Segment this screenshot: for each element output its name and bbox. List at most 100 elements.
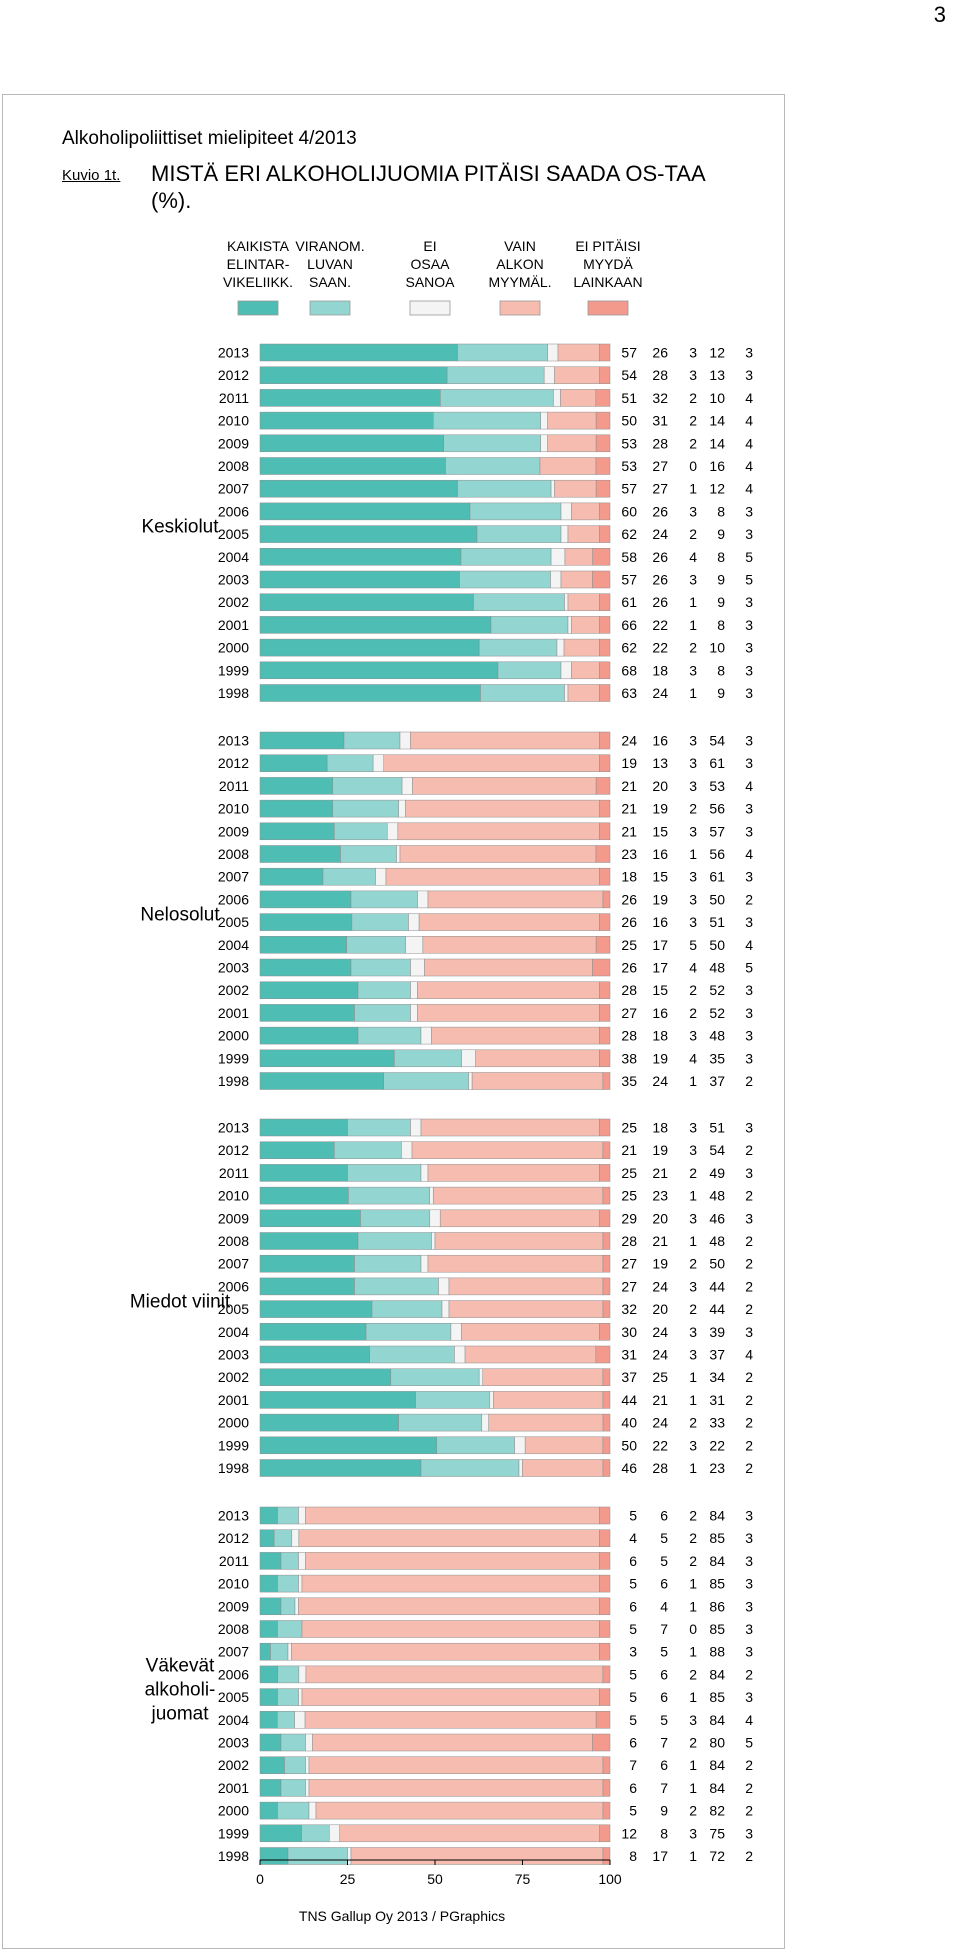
bar-segment bbox=[333, 1141, 402, 1159]
year-label: 2003 bbox=[218, 572, 249, 588]
value-label: 7 bbox=[660, 1780, 668, 1796]
value-label: 53 bbox=[709, 778, 725, 794]
value-label: 5 bbox=[660, 1530, 668, 1546]
bar-segment bbox=[280, 1552, 299, 1570]
bar-segment bbox=[595, 411, 611, 430]
value-label: 0 bbox=[689, 458, 697, 474]
year-label: 2006 bbox=[218, 891, 249, 907]
value-label: 6 bbox=[629, 1735, 637, 1751]
bar-segment bbox=[291, 1642, 600, 1661]
bar-segment bbox=[547, 343, 559, 362]
value-label: 3 bbox=[745, 662, 753, 678]
bar-segment bbox=[439, 1209, 600, 1228]
value-label: 4 bbox=[745, 937, 753, 953]
value-label: 58 bbox=[621, 549, 637, 565]
value-label: 16 bbox=[652, 1005, 668, 1021]
value-label: 2 bbox=[689, 435, 697, 451]
bar-segment bbox=[450, 1323, 462, 1341]
bar-segment bbox=[298, 1574, 303, 1593]
bar-segment bbox=[287, 1642, 292, 1661]
value-label: 8 bbox=[660, 1825, 668, 1841]
bar-segment bbox=[443, 434, 541, 453]
bar-segment bbox=[354, 1004, 411, 1022]
value-label: 85 bbox=[709, 1576, 725, 1592]
bar-segment bbox=[599, 1004, 611, 1022]
year-label: 2002 bbox=[218, 1757, 249, 1773]
bar-segment bbox=[347, 1118, 411, 1137]
value-label: 22 bbox=[652, 1437, 668, 1453]
value-label: 84 bbox=[709, 1712, 725, 1728]
bar-segment bbox=[420, 1459, 520, 1477]
value-label: 21 bbox=[621, 778, 637, 794]
page-number: 3 bbox=[933, 2, 946, 27]
value-label: 4 bbox=[689, 549, 697, 565]
bar-segment bbox=[415, 1391, 491, 1409]
value-label: 29 bbox=[621, 1210, 637, 1226]
bar-segment bbox=[602, 1801, 611, 1820]
bar-segment bbox=[592, 570, 611, 589]
value-label: 40 bbox=[621, 1415, 637, 1431]
value-label: 4 bbox=[660, 1598, 668, 1614]
bar-segment bbox=[304, 1711, 597, 1729]
value-label: 3 bbox=[745, 1120, 753, 1136]
year-label: 2008 bbox=[218, 1233, 249, 1249]
value-label: 88 bbox=[709, 1644, 725, 1660]
value-label: 2 bbox=[689, 640, 697, 656]
value-label: 3 bbox=[689, 1120, 697, 1136]
legend-label-4: VAIN bbox=[504, 238, 536, 254]
year-label: 2007 bbox=[218, 1256, 249, 1272]
value-label: 37 bbox=[621, 1369, 637, 1385]
value-label: 24 bbox=[652, 1415, 668, 1431]
value-label: 24 bbox=[652, 1347, 668, 1363]
value-label: 21 bbox=[621, 823, 637, 839]
bar-segment bbox=[259, 457, 446, 475]
bar-segment bbox=[468, 1072, 473, 1090]
bar-segment bbox=[592, 1733, 611, 1752]
bar-segment bbox=[333, 822, 388, 841]
year-label: 2010 bbox=[218, 801, 249, 817]
value-label: 4 bbox=[745, 1347, 753, 1363]
bar-segment bbox=[599, 593, 611, 611]
bar-segment bbox=[547, 411, 597, 430]
legend-label-2: SAAN. bbox=[309, 274, 351, 290]
legend-label-4: ALKON bbox=[496, 256, 543, 272]
bar-segment bbox=[599, 1688, 611, 1706]
bar-segment bbox=[417, 981, 600, 999]
bar-segment bbox=[259, 799, 334, 818]
bar-segment bbox=[312, 1733, 593, 1752]
bar-segment bbox=[284, 1756, 306, 1774]
bar-segment bbox=[259, 502, 471, 521]
value-label: 1 bbox=[689, 617, 697, 633]
year-label: 2004 bbox=[218, 549, 249, 565]
bar-segment bbox=[259, 731, 345, 750]
bar-segment bbox=[401, 1141, 413, 1159]
value-label: 2 bbox=[689, 1735, 697, 1751]
bar-segment bbox=[518, 1459, 523, 1477]
bar-segment bbox=[259, 434, 444, 453]
value-label: 0 bbox=[689, 1621, 697, 1637]
value-label: 23 bbox=[621, 846, 637, 862]
legend-label-5: EI PITÄISI bbox=[575, 238, 640, 254]
group-label: juomat bbox=[150, 1704, 209, 1725]
value-label: 61 bbox=[621, 594, 637, 610]
value-label: 5 bbox=[660, 1712, 668, 1728]
bar-segment bbox=[599, 661, 611, 680]
value-label: 35 bbox=[621, 1073, 637, 1089]
value-label: 24 bbox=[621, 733, 637, 749]
bar-segment bbox=[277, 1688, 299, 1706]
bar-segment bbox=[539, 457, 597, 475]
bar-segment bbox=[298, 1529, 600, 1547]
bar-segment bbox=[277, 1801, 310, 1820]
bar-segment bbox=[411, 1141, 604, 1159]
year-label: 2003 bbox=[218, 1735, 249, 1751]
value-label: 48 bbox=[709, 1028, 725, 1044]
bar-segment bbox=[357, 1026, 422, 1045]
value-label: 80 bbox=[709, 1735, 725, 1751]
value-label: 2 bbox=[689, 1530, 697, 1546]
year-label: 2008 bbox=[218, 458, 249, 474]
year-label: 2009 bbox=[218, 1598, 249, 1614]
value-label: 61 bbox=[709, 869, 725, 885]
value-label: 27 bbox=[621, 1256, 637, 1272]
bar-segment bbox=[408, 913, 420, 931]
